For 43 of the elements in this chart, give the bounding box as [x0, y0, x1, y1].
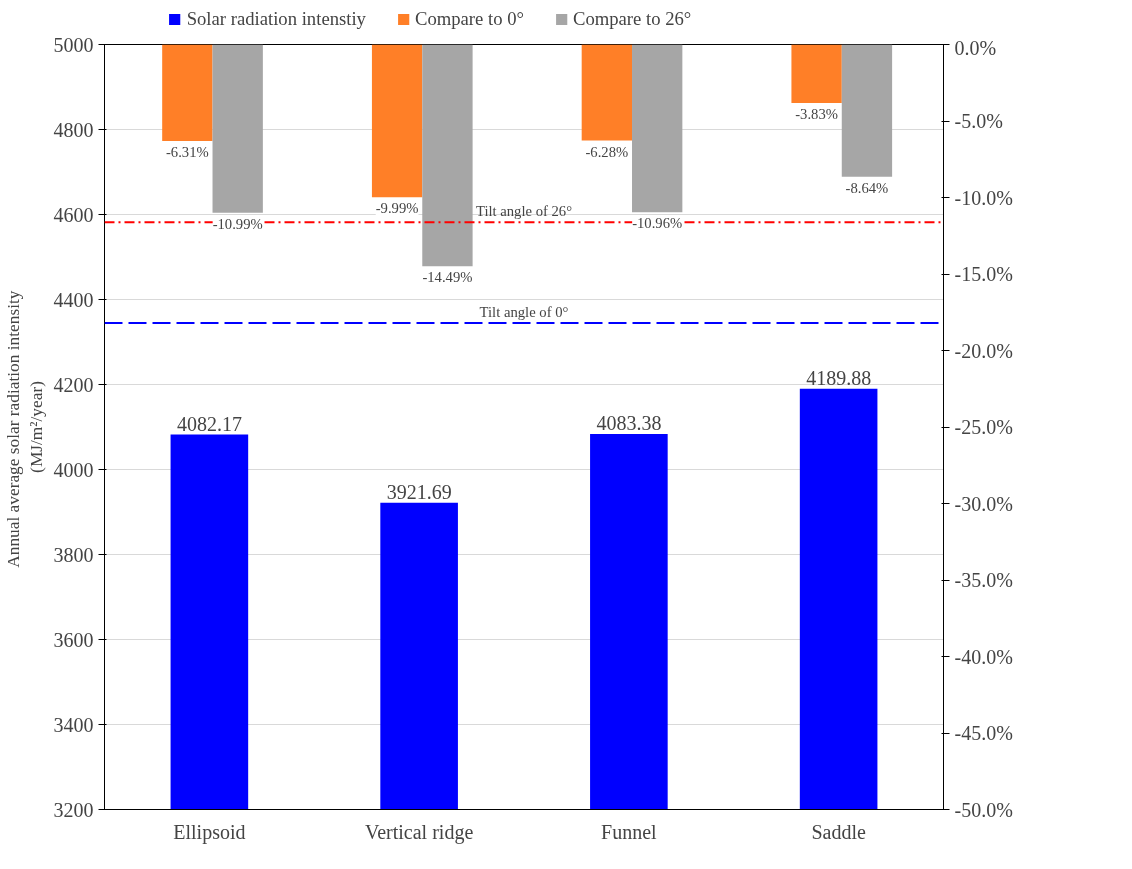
- x-tick-label: Funnel: [601, 820, 658, 843]
- ref-line-label: Tilt angle of 26°: [475, 203, 573, 220]
- data-label: 3921.69: [386, 480, 452, 503]
- y-tick-label: 3400: [53, 713, 94, 736]
- data-label: -8.64%: [845, 179, 889, 196]
- ref-line-label: Tilt angle of 0°: [479, 303, 569, 320]
- data-label: -10.99%: [212, 215, 263, 232]
- y-tick-label: 4200: [53, 373, 94, 396]
- y-tick-label: 4400: [53, 288, 94, 311]
- data-label: 4082.17: [176, 412, 242, 435]
- y2-tick-label: -30.0%: [954, 492, 1013, 515]
- data-label: 4189.88: [806, 366, 872, 389]
- y-tick-label: 5000: [53, 33, 94, 56]
- y2-tick-label: -15.0%: [954, 263, 1013, 285]
- legend-label: Compare to 26°: [572, 8, 692, 30]
- y-tick-label: 4800: [53, 118, 94, 141]
- y2-tick-label: -40.0%: [954, 645, 1013, 668]
- data-label: -3.83%: [795, 106, 838, 123]
- legend-label: Solar radiation intenstiy: [186, 8, 366, 30]
- data-label: -9.99%: [375, 200, 419, 217]
- x-tick-label: Saddle: [811, 820, 866, 843]
- y2-tick-label: 0.0%: [954, 36, 997, 59]
- legend-label: Compare to 0°: [414, 8, 524, 30]
- data-label: 4083.38: [596, 412, 662, 435]
- data-label: -6.31%: [165, 144, 209, 161]
- y-tick-label: 4000: [53, 458, 94, 481]
- y2-tick-label: -45.0%: [954, 722, 1013, 744]
- y2-tick-label: -10.0%: [954, 186, 1013, 209]
- y-axis-title: Annual average solar radiation intensity (MJ/m²/year): [3, 290, 46, 568]
- y2-tick-label: -5.0%: [954, 110, 1003, 132]
- y2-tick-label: -20.0%: [954, 339, 1013, 362]
- y2-tick-label: -35.0%: [954, 569, 1013, 591]
- data-label: -6.28%: [585, 143, 629, 160]
- data-label: -10.96%: [632, 215, 683, 232]
- x-tick-label: Vertical ridge: [364, 820, 474, 844]
- y-tick-label: 3800: [53, 543, 94, 566]
- y-tick-label: 4600: [53, 203, 94, 226]
- y2-tick-label: -50.0%: [954, 798, 1013, 821]
- x-tick-label: Ellipsoid: [173, 820, 246, 844]
- y-tick-label: 3600: [53, 628, 94, 651]
- y-tick-label: 3200: [53, 798, 94, 821]
- y2-tick-label: -25.0%: [954, 416, 1013, 438]
- data-label: -14.49%: [422, 269, 473, 286]
